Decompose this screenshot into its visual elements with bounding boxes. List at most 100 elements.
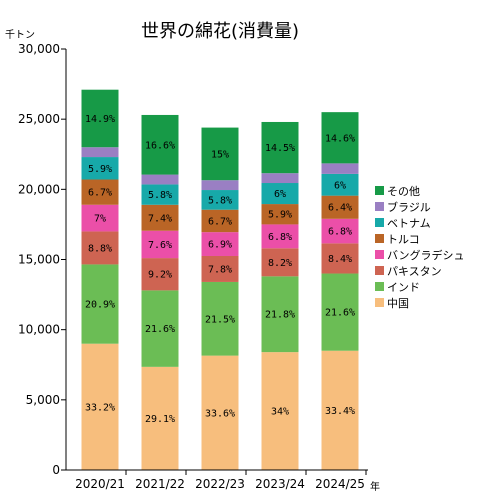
bar-segment — [141, 174, 179, 185]
bar-segment — [261, 224, 299, 249]
bar-segment — [261, 276, 299, 353]
bar-segment — [141, 230, 179, 259]
bar-segment — [201, 232, 239, 256]
legend-label: その他 — [387, 185, 420, 198]
bar-segment — [141, 204, 179, 231]
legend-swatch — [375, 234, 384, 243]
bar-segment — [81, 179, 119, 205]
legend-label: ベトナム — [387, 217, 431, 230]
bar-segment — [81, 231, 119, 265]
bar-segment-label: 14.9% — [85, 114, 115, 125]
y-tick-label: 30,000 — [18, 42, 60, 56]
bar-segment — [81, 89, 119, 148]
bar-segment — [141, 184, 179, 205]
bar-segment-label: 33.2% — [85, 402, 115, 413]
x-tick-label: 2023/24 — [255, 477, 305, 491]
bar-segment — [321, 173, 359, 196]
bar-segment — [201, 355, 239, 470]
bar-segment-label: 5.8% — [208, 195, 232, 206]
bar-segment-label: 5.9% — [268, 210, 292, 221]
y-tick-label: 25,000 — [18, 112, 60, 126]
chart-title: 世界の綿花(消費量) — [141, 21, 299, 42]
bar-segment-label: 6.8% — [328, 227, 352, 238]
bar-segment — [201, 180, 239, 191]
bar-segment — [321, 273, 359, 351]
legend-swatch — [375, 298, 384, 307]
bar-segment — [81, 343, 119, 470]
legend-swatch — [375, 266, 384, 275]
bar-segment-label: 8.2% — [268, 258, 292, 269]
legend-label: インド — [387, 281, 420, 294]
bar-segment-label: 34% — [271, 407, 289, 418]
bar-segment-label: 20.9% — [85, 300, 115, 311]
bar-segment — [141, 114, 179, 175]
bar-segment-label: 6.7% — [88, 188, 112, 199]
bar-segment-label: 6.9% — [208, 240, 232, 251]
segment-labels: 33.2% 20.9% 8.8% 7% 6.7% 5.9% 14.9% 29.1% 21.6% 9… — [85, 114, 355, 425]
bar-segment — [141, 290, 179, 367]
legend-swatch — [375, 250, 384, 259]
bar-segment-label: 29.1% — [145, 414, 175, 425]
bar-segment-label: 21.8% — [265, 310, 295, 321]
bar-segment — [81, 264, 119, 344]
y-axis-unit: 千トン — [5, 29, 35, 41]
bar-segment-label: 9.2% — [148, 270, 172, 281]
legend-label: ブラジル — [387, 200, 431, 214]
bar-segment — [201, 255, 239, 282]
bar-segment-label: 21.6% — [325, 308, 355, 319]
x-axis-unit: 年 — [370, 480, 380, 493]
y-tick-label: 20,000 — [18, 182, 60, 196]
bar-segment — [321, 243, 359, 274]
legend-label: トルコ — [387, 233, 420, 246]
bar-segment — [321, 195, 359, 219]
x-tick-label: 2024/25 — [315, 477, 365, 491]
bar-segment-label: 6% — [334, 180, 346, 191]
x-tick-label: 2021/22 — [135, 477, 185, 491]
bar-segment-label: 7.4% — [148, 213, 172, 224]
bar-segment — [261, 183, 299, 205]
bar-segment — [81, 157, 119, 180]
bar-segment — [321, 163, 359, 174]
bar-segment-label: 21.5% — [205, 314, 235, 325]
bar-segment-label: 5.9% — [88, 164, 112, 175]
bar-segment-label: 7% — [94, 214, 106, 225]
y-axis-ticks: 0 5,000 10,000 15,000 20,000 25,000 30,000 — [18, 42, 66, 477]
bar-segment — [201, 127, 239, 181]
bar-segment-label: 6.8% — [268, 232, 292, 243]
bar-segment-label: 14.6% — [325, 133, 355, 144]
bar-segment — [141, 366, 179, 470]
legend-swatch — [375, 218, 384, 227]
bar-segment — [321, 350, 359, 470]
bar-segment-label: 7.8% — [208, 264, 232, 275]
legend-swatch — [375, 186, 384, 195]
bar-segment — [201, 281, 239, 356]
y-tick-label: 10,000 — [18, 323, 60, 337]
bar-segment-label: 33.4% — [325, 406, 355, 417]
bar-segment — [201, 190, 239, 210]
legend-swatch — [375, 202, 384, 211]
bar-segment — [321, 112, 359, 164]
legend-swatch — [375, 282, 384, 291]
bar-segment — [261, 352, 299, 470]
bar-segment-label: 33.6% — [205, 408, 235, 419]
bars-group — [81, 89, 359, 470]
legend-label: バングラデシュ — [387, 248, 465, 262]
bar-segment — [81, 204, 119, 232]
y-tick-label: 5,000 — [26, 393, 60, 407]
bar-segment — [261, 173, 299, 184]
bar-segment — [321, 218, 359, 244]
bar-segment — [261, 248, 299, 277]
x-axis-ticks: 2020/21 2021/22 2022/23 2023/24 2024/25 — [75, 470, 367, 491]
bar-segment-label: 5.8% — [148, 190, 172, 201]
bar-segment-label: 6.4% — [328, 203, 352, 214]
bar-segment-label: 8.4% — [328, 254, 352, 265]
y-tick-label: 0 — [52, 463, 60, 477]
bar-segment-label: 16.6% — [145, 140, 175, 151]
bar-segment-label: 7.6% — [148, 240, 172, 251]
legend-label: 中国 — [387, 297, 409, 310]
bar-segment-label: 15% — [211, 149, 229, 160]
bar-segment-label: 6% — [274, 189, 286, 200]
